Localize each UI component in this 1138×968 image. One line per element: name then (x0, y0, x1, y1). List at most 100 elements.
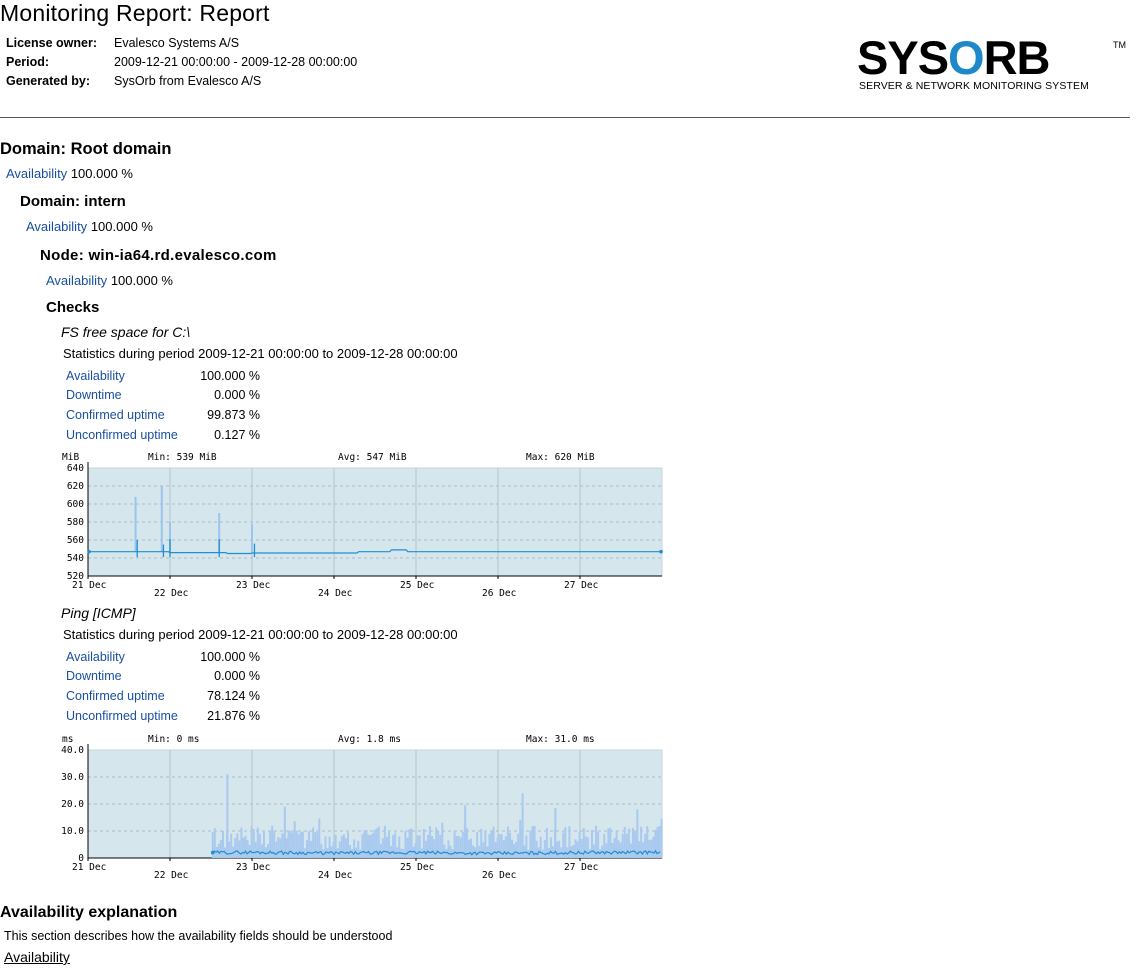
check-period: Statistics during period 2009-12-21 00:0… (63, 627, 458, 642)
chart-x-tick: 26 Dec (482, 870, 516, 881)
stat-value: 0.000 % (214, 388, 260, 403)
root-domain-title: Domain: Root domain (0, 140, 172, 158)
chart-series-line (212, 849, 661, 856)
chart-y-tick: 30.0 (61, 772, 84, 783)
stats-row: Confirmed uptime 99.873 % (66, 405, 260, 425)
sysorb-logo: SYSORB TM SERVER & NETWORK MONITORING SY… (857, 34, 1127, 96)
stat-value: 100.000 % (200, 649, 260, 664)
stat-link[interactable]: Downtime (66, 669, 122, 684)
chart-avg-label: Avg: 1.8 ms (338, 734, 401, 745)
meta-row: Generated by: SysOrb from Evalesco A/S (6, 73, 357, 92)
ping-chart: ms Min: 0 ms Avg: 1.8 ms Max: 31.0 ms 40.0 30… (61, 734, 663, 881)
chart-y-tick: 580 (67, 517, 84, 528)
stat-link[interactable]: Unconfirmed uptime (66, 708, 178, 723)
chart-x-tick: 24 Dec (318, 870, 352, 881)
stats-row: Confirmed uptime 78.124 % (66, 686, 260, 706)
stats-row: Unconfirmed uptime 21.876 % (66, 706, 260, 726)
chart-max-label: Max: 620 MiB (526, 452, 595, 463)
chart-y-tick: 0 (78, 853, 84, 864)
chart-endpoint (659, 549, 663, 554)
chart-x-tick: 25 Dec (400, 862, 434, 873)
stat-value: 99.873 % (207, 407, 260, 422)
chart-y-tick: 540 (67, 553, 84, 564)
meta-value: 2009-12-21 00:00:00 - 2009-12-28 00:00:0… (114, 55, 358, 69)
page-title: Monitoring Report: Report (0, 0, 270, 26)
chart-y-tick: 10.0 (61, 826, 84, 837)
header-divider (0, 117, 1130, 118)
chart-y-tick: 640 (67, 463, 84, 474)
availability-explanation-link[interactable]: Availability (4, 949, 70, 965)
logo-trademark: TM (1113, 40, 1126, 50)
chart-min-label: Min: 0 ms (148, 734, 199, 745)
availability-link[interactable]: Availability (6, 166, 68, 181)
chart-x-tick: 22 Dec (154, 588, 188, 599)
stat-link[interactable]: Unconfirmed uptime (66, 427, 178, 442)
meta-row: License owner: Evalesco Systems A/S (6, 35, 357, 54)
root-domain-availability: Availability 100.000 % (6, 166, 133, 181)
node-availability: Availability 100.000 % (46, 273, 173, 288)
stats-row: Unconfirmed uptime 0.127 % (66, 425, 260, 445)
stat-link[interactable]: Confirmed uptime (66, 688, 165, 703)
stat-link[interactable]: Availability (66, 368, 125, 383)
availability-value: 100.000 % (110, 273, 173, 288)
chart-y-tick: 600 (67, 499, 84, 510)
meta-key: Generated by: (6, 74, 91, 88)
availability-value: 100.000 % (70, 166, 133, 181)
chart-min-label: Min: 539 MiB (148, 452, 217, 463)
chart-endpoint (210, 850, 215, 855)
chart-series-line (88, 549, 662, 555)
stats-row: Downtime 0.000 % (66, 386, 260, 406)
chart-max-label: Max: 31.0 ms (526, 734, 595, 745)
stats-row: Downtime 0.000 % (66, 667, 260, 687)
report-meta: License owner: Evalesco Systems A/S Perio… (6, 35, 357, 92)
availability-link[interactable]: Availability (26, 219, 88, 234)
chart-x-tick: 25 Dec (400, 580, 434, 591)
check-title: FS free space for C:\ (61, 324, 191, 340)
chart-x-tick: 22 Dec (154, 870, 188, 881)
chart-x-tick: 23 Dec (236, 580, 270, 591)
stat-value: 100.000 % (200, 368, 260, 383)
meta-row: Period: 2009-12-21 00:00:00 - 2009-12-28 … (6, 54, 357, 73)
logo-part-o: O (948, 31, 985, 84)
chart-endpoint (87, 549, 91, 554)
stats-row: Availability 100.000 % (66, 647, 260, 667)
meta-key: Period: (6, 55, 50, 69)
chart-y-tick: 40.0 (61, 745, 84, 756)
stat-value: 21.876 % (207, 708, 260, 723)
chart-unit-label: ms (62, 734, 73, 745)
chart-x-tick: 21 Dec (72, 862, 106, 873)
meta-key: License owner: (6, 36, 97, 50)
stat-link[interactable]: Confirmed uptime (66, 407, 165, 422)
chart-x-tick: 23 Dec (236, 862, 270, 873)
availability-value: 100.000 % (90, 219, 153, 234)
chart-y-tick: 20.0 (61, 799, 84, 810)
chart-y-tick: 520 (67, 571, 84, 582)
stat-link[interactable]: Downtime (66, 388, 122, 403)
chart-x-tick: 27 Dec (564, 580, 598, 591)
fs-free-space-chart: MiB Min: 539 MiB Avg: 547 MiB Max: 620 MiB 6… (62, 452, 663, 599)
logo-part: RB (983, 31, 1051, 84)
availability-link[interactable]: Availability (46, 273, 108, 288)
check-stats-table: Availability 100.000 % Downtime 0.000 % Co… (66, 366, 260, 444)
stat-value: 0.127 % (214, 427, 260, 442)
logo-tagline: SERVER & NETWORK MONITORING SYSTEM (859, 80, 1089, 92)
stat-value: 78.124 % (207, 688, 260, 703)
chart-unit-label: MiB (62, 452, 79, 463)
check-title: Ping [ICMP] (61, 605, 136, 621)
stat-value: 0.000 % (214, 669, 260, 684)
stat-link[interactable]: Availability (66, 649, 125, 664)
intern-domain-availability: Availability 100.000 % (26, 219, 153, 234)
chart-x-tick: 24 Dec (318, 588, 352, 599)
logo-wordmark: SYSORB (857, 34, 1127, 81)
stats-row: Availability 100.000 % (66, 366, 260, 386)
meta-value: Evalesco Systems A/S (114, 36, 240, 50)
chart-plot-area (87, 467, 663, 577)
check-period: Statistics during period 2009-12-21 00:0… (63, 346, 458, 361)
chart-avg-label: Avg: 547 MiB (338, 452, 407, 463)
chart-x-tick: 26 Dec (482, 588, 516, 599)
explanation-title: Availability explanation (0, 904, 178, 921)
intern-domain-title: Domain: intern (20, 193, 126, 210)
node-title: Node: win-ia64.rd.evalesco.com (40, 247, 277, 264)
meta-value: SysOrb from Evalesco A/S (114, 74, 262, 88)
chart-y-tick: 560 (67, 535, 84, 546)
